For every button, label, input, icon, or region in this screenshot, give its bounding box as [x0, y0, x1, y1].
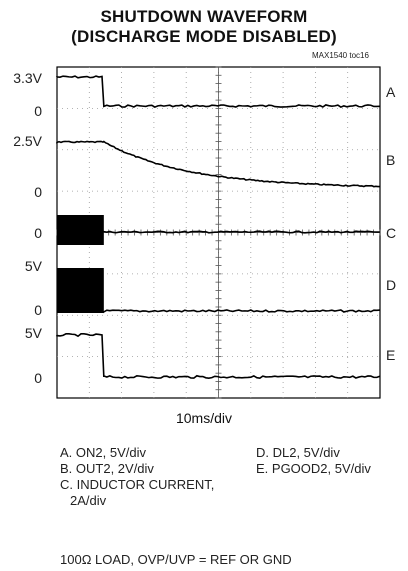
trace-c-zero-label: 0: [34, 225, 42, 241]
trace-a-low-label: 0: [34, 103, 42, 119]
trace-b-id: B: [386, 152, 396, 168]
trace-a-id: A: [386, 84, 396, 100]
trace-b-high-label: 2.5V: [13, 133, 42, 149]
trace-a-waveform: [56, 75, 380, 108]
legend-a: A. ON2, 5V/div: [60, 445, 146, 460]
chart-title: SHUTDOWN WAVEFORM: [100, 7, 308, 26]
legend-b: B. OUT2, 2V/div: [60, 461, 154, 476]
trace-b-low-label: 0: [34, 184, 42, 200]
test-conditions: 100Ω LOAD, OVP/UVP = REF OR GND: [60, 552, 292, 567]
trace-c-id: C: [386, 225, 397, 241]
x-axis-label: 10ms/div: [175, 410, 233, 426]
legend-c-units: 2A/div: [70, 493, 107, 508]
trace-d-high-label: 5V: [24, 258, 42, 274]
trace-e-low-label: 0: [34, 370, 42, 386]
trace-b-waveform: [56, 140, 380, 188]
trace-c-waveform: [103, 230, 380, 234]
figure-tag: MAX1540 toc16: [312, 51, 369, 60]
legend-c: C. INDUCTOR CURRENT,: [60, 477, 215, 492]
legend-d: D. DL2, 5V/div: [256, 445, 340, 460]
legend-e: E. PGOOD2, 5V/div: [256, 461, 371, 476]
trace-a-high-label: 3.3V: [13, 70, 42, 86]
trace-d-id: D: [386, 277, 397, 293]
trace-d-switching-block: [57, 268, 104, 313]
trace-d-low-label: 0: [34, 302, 42, 318]
trace-c-switching-block: [57, 215, 104, 245]
trace-d-waveform: [103, 309, 380, 314]
trace-e-id: E: [386, 347, 396, 363]
chart-subtitle: (DISCHARGE MODE DISABLED): [71, 27, 337, 46]
trace-e-waveform: [56, 333, 381, 380]
trace-e-high-label: 5V: [24, 325, 42, 341]
